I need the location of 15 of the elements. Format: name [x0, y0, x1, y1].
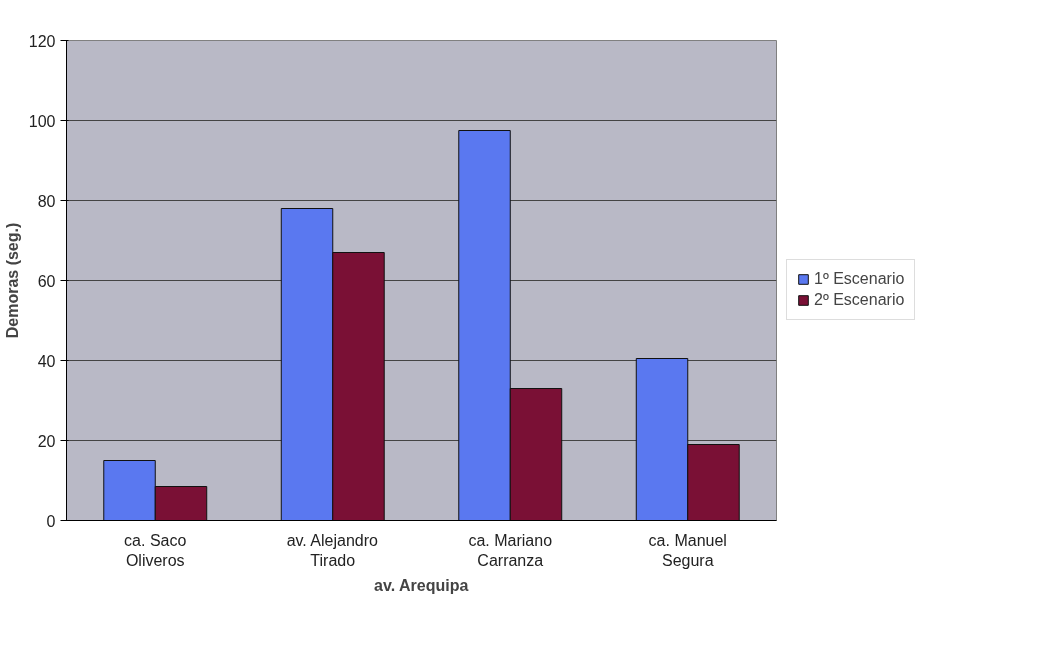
- y-tick-label: 20: [37, 432, 56, 450]
- y-tick-label: 60: [37, 272, 56, 290]
- legend-label: 1º Escenario: [814, 270, 905, 288]
- legend-label: 2º Escenario: [814, 291, 905, 309]
- y-tick-label: 0: [46, 512, 56, 530]
- y-tick-label: 100: [28, 112, 56, 130]
- x-tick-label: ca. Manuel Segura: [648, 531, 727, 569]
- x-tick-label: ca. Saco Oliveros: [124, 531, 187, 569]
- x-axis-title: av. Arequipa: [374, 576, 469, 594]
- y-tick-label: 120: [28, 32, 56, 50]
- x-tick-label: av. Alejandro Tirado: [286, 531, 379, 569]
- x-tick-label: ca. Mariano Carranza: [468, 531, 553, 569]
- y-tick-label: 40: [37, 352, 56, 370]
- y-tick-label: 80: [37, 192, 56, 210]
- y-axis-title: Demoras (seg.): [3, 222, 21, 339]
